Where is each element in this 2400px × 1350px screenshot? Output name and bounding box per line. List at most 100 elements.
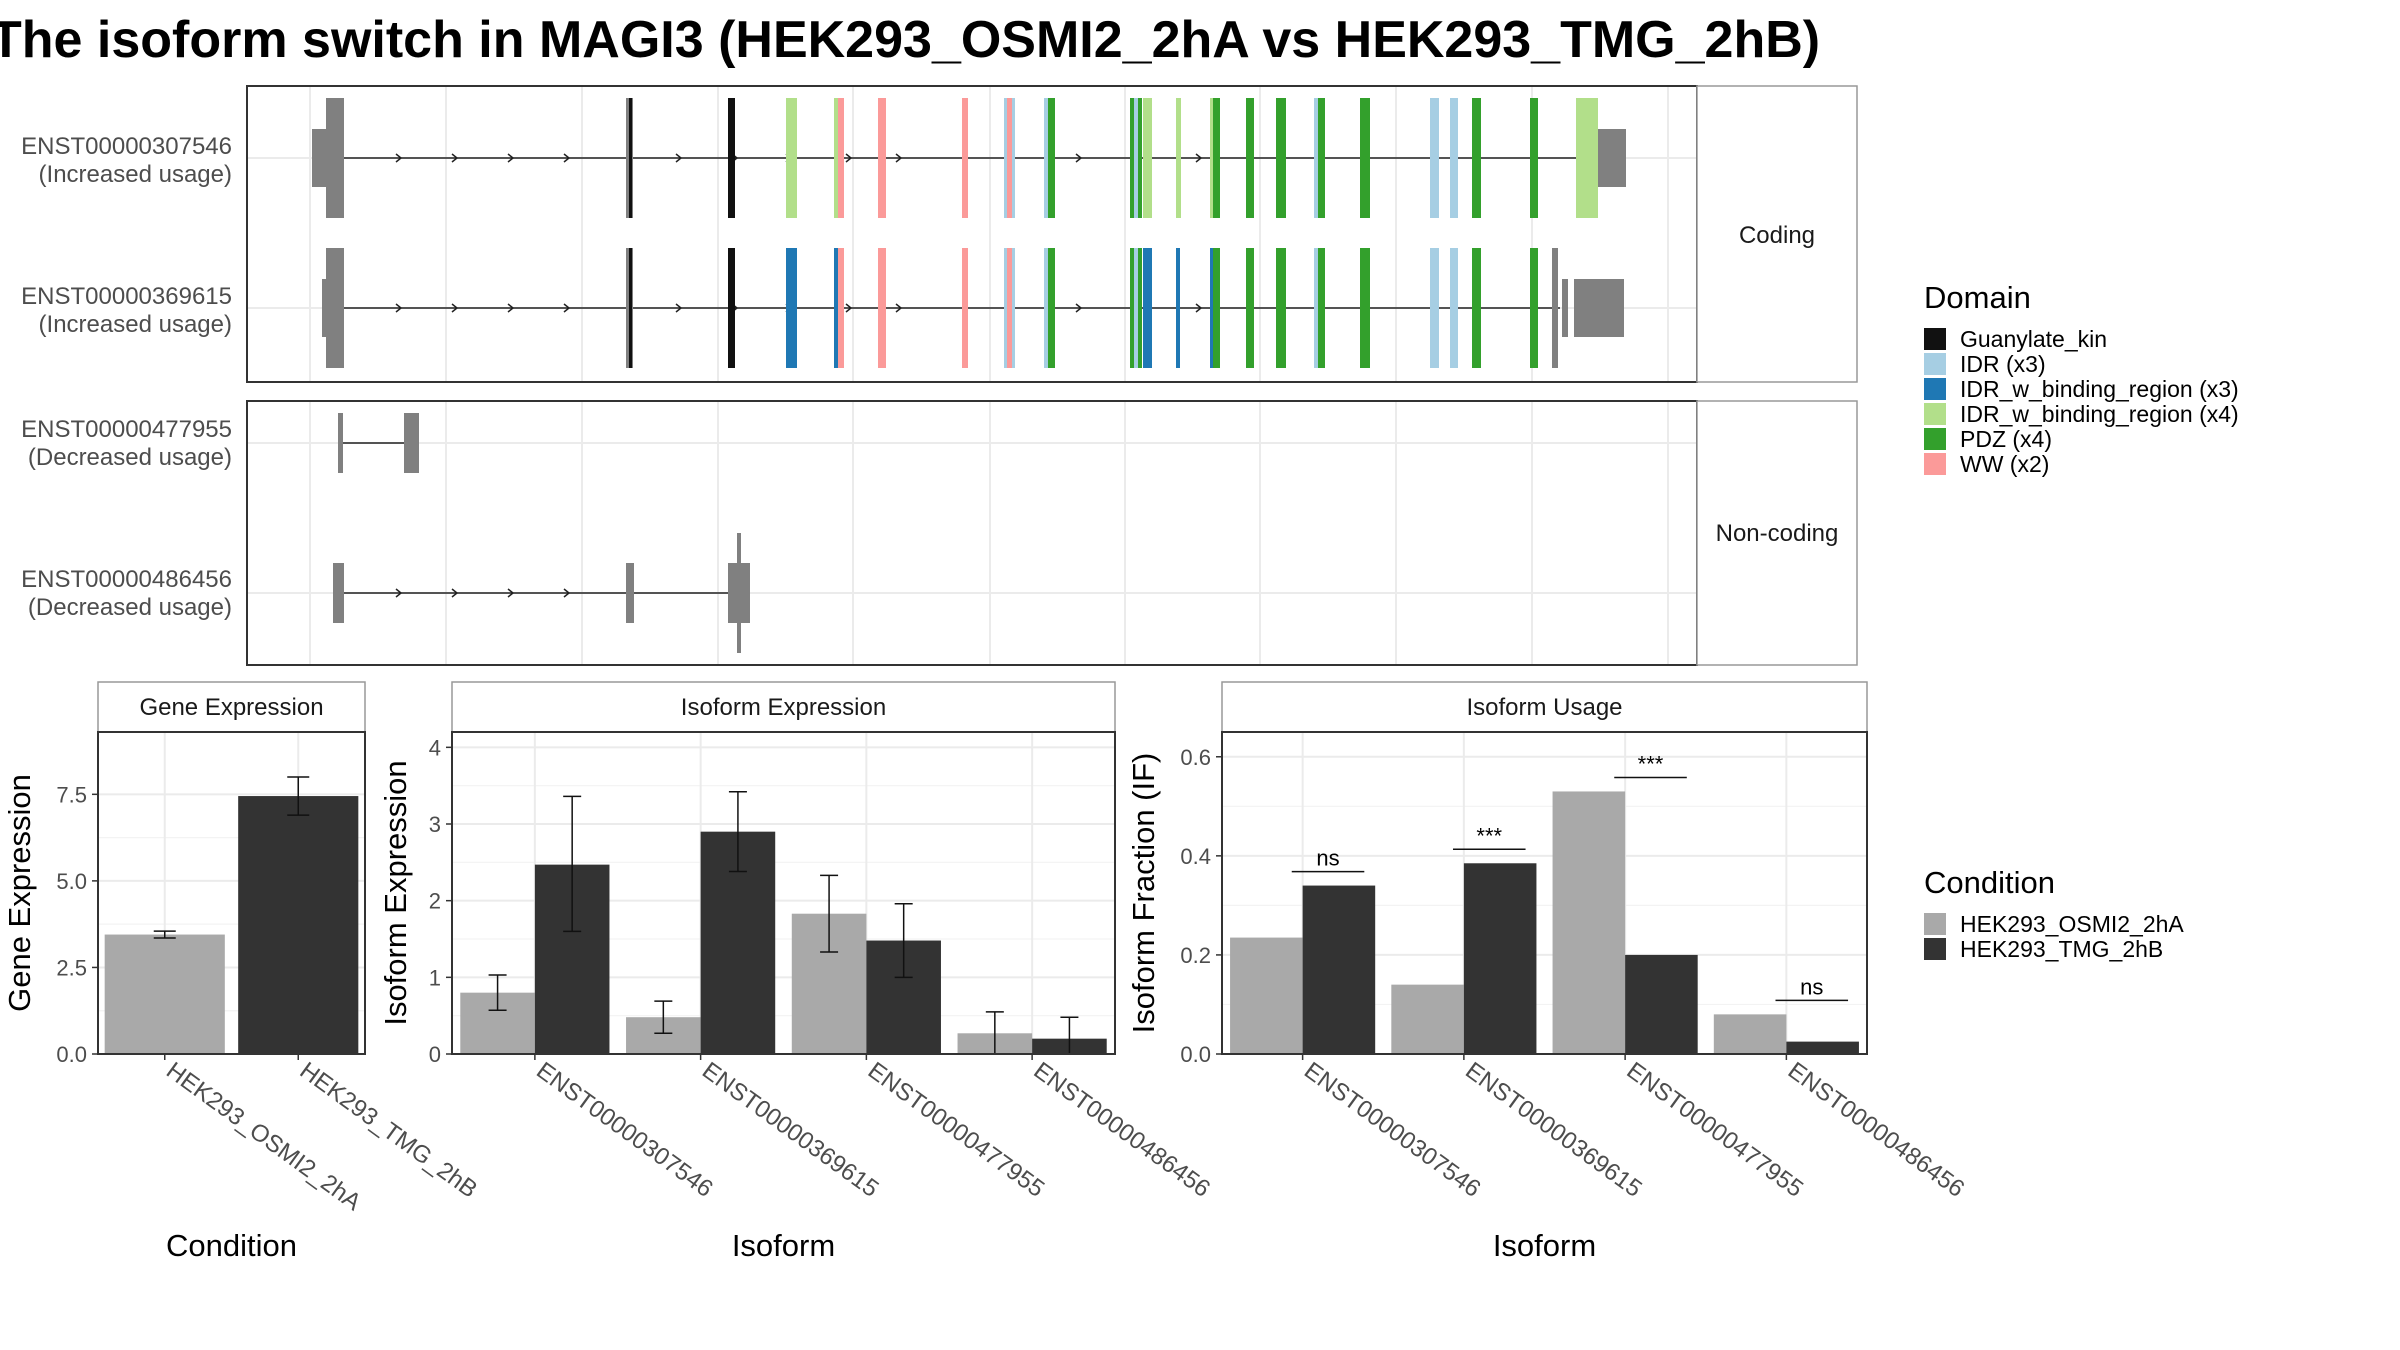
domain-exon	[1530, 248, 1538, 368]
condition-legend-label: HEK293_TMG_2hB	[1960, 936, 2163, 962]
domain-exon	[1246, 248, 1254, 368]
domain-exon	[1430, 98, 1439, 218]
domain-exon	[1530, 98, 1538, 218]
domain-exon	[1210, 248, 1213, 368]
domain-exon	[962, 248, 968, 368]
domain-exon	[1314, 98, 1318, 218]
condition-legend-label: HEK293_OSMI2_2hA	[1960, 911, 2184, 937]
significance-label: ***	[1638, 751, 1664, 776]
direction-arrow	[845, 153, 853, 163]
domain-exon	[786, 98, 797, 218]
domain-exon	[1176, 98, 1181, 218]
domain-legend-label: IDR (x3)	[1960, 351, 2046, 377]
legend-key	[1924, 938, 1946, 960]
domain-exon	[1007, 98, 1012, 218]
direction-arrow	[1195, 303, 1203, 313]
legend-key	[1924, 428, 1946, 450]
plot-frame	[451, 731, 1116, 1055]
direction-arrow	[895, 153, 903, 163]
panel-strip	[451, 681, 1116, 733]
domain-exon	[1360, 248, 1370, 368]
plot-frame	[1221, 731, 1868, 1055]
transcript-label-1: ENST00000307546	[21, 133, 232, 160]
significance-label: ***	[1476, 823, 1502, 848]
x-tick-label: ENST00000486456	[1029, 1057, 1215, 1203]
direction-arrow	[395, 588, 403, 598]
significance-label: ns	[1316, 846, 1339, 871]
direction-arrow	[451, 153, 459, 163]
direction-arrow	[1075, 153, 1083, 163]
transcript-usage-3: (Decreased usage)	[28, 444, 232, 471]
domain-exon	[728, 248, 735, 368]
domain-exon	[1143, 248, 1152, 368]
legend-key	[1924, 913, 1946, 935]
transcript-usage-4: (Decreased usage)	[28, 594, 232, 621]
x-tick-label: ENST00000369615	[1460, 1057, 1646, 1203]
isoform-usage-panel: Isoform Usage 0.0 0.2 0.4 0.6 ns ENST000003075…	[1126, 681, 1969, 1263]
domain-exon	[838, 98, 844, 218]
exon	[338, 413, 343, 473]
direction-arrow	[563, 153, 571, 163]
domain-exon	[786, 248, 797, 368]
domain-exon	[1044, 98, 1048, 218]
y-axis-title: Isoform Expression	[378, 760, 413, 1025]
domain-exon	[1044, 248, 1048, 368]
figure-title: The isoform switch in MAGI3 (HEK293_OSMI…	[0, 11, 1820, 69]
panel-strip-label: Isoform Usage	[1466, 694, 1622, 721]
panel-strip-label: Isoform Expression	[681, 694, 886, 721]
domain-exon	[629, 98, 632, 218]
y-tick-label: 0.0	[1180, 1042, 1211, 1067]
exon	[737, 533, 741, 653]
y-tick-label: 7.5	[56, 782, 87, 807]
domain-exon	[1044, 248, 1055, 368]
domain-exon	[1576, 98, 1598, 218]
exon	[326, 248, 344, 368]
noncoding-panel-frame	[246, 400, 1698, 666]
exon	[326, 98, 344, 218]
direction-arrow	[395, 153, 403, 163]
domain-exon	[1134, 248, 1138, 368]
y-tick-label: 5.0	[56, 869, 87, 894]
domain-exon	[1430, 248, 1439, 368]
domain-exon	[1210, 98, 1220, 218]
legend-key	[1924, 453, 1946, 475]
bar	[1552, 791, 1626, 1054]
y-tick-label: 0.4	[1180, 844, 1211, 869]
direction-arrow	[845, 303, 853, 313]
domain-exon	[1143, 98, 1152, 218]
y-tick-label: 0.6	[1180, 745, 1211, 770]
exon	[1574, 279, 1624, 337]
x-axis-title: Condition	[166, 1228, 297, 1263]
bar	[238, 796, 359, 1054]
panel-strip-label: Gene Expression	[139, 694, 323, 721]
domain-exon	[1210, 98, 1213, 218]
domain-legend-label: IDR_w_binding_region (x3)	[1960, 376, 2239, 402]
domain-exon	[1246, 98, 1254, 218]
domain-exon	[629, 248, 632, 368]
coding-strip	[1696, 85, 1858, 383]
bar	[104, 934, 225, 1054]
transcript-structures	[312, 98, 1626, 653]
coding-strip-label: Coding	[1739, 222, 1815, 249]
direction-arrow	[675, 303, 683, 313]
x-tick-label: ENST00000307546	[531, 1057, 717, 1203]
plot-frame	[97, 731, 366, 1055]
y-tick-label: 0.2	[1180, 943, 1211, 968]
domain-exon	[1134, 98, 1138, 218]
domain-exon	[1210, 248, 1220, 368]
domain-legend-label: WW (x2)	[1960, 451, 2049, 477]
y-tick-label: 3	[429, 812, 441, 837]
transcript-usage-1: (Increased usage)	[39, 161, 232, 188]
bar	[1230, 937, 1303, 1054]
direction-arrow	[507, 303, 515, 313]
bar	[1786, 1041, 1859, 1054]
x-tick-label: ENST00000486456	[1783, 1057, 1969, 1203]
direction-arrow	[1075, 303, 1083, 313]
legend-key	[1924, 403, 1946, 425]
domain-exon	[728, 98, 735, 218]
x-tick-label: ENST00000477955	[863, 1057, 1049, 1203]
domain-exon	[1450, 248, 1458, 368]
